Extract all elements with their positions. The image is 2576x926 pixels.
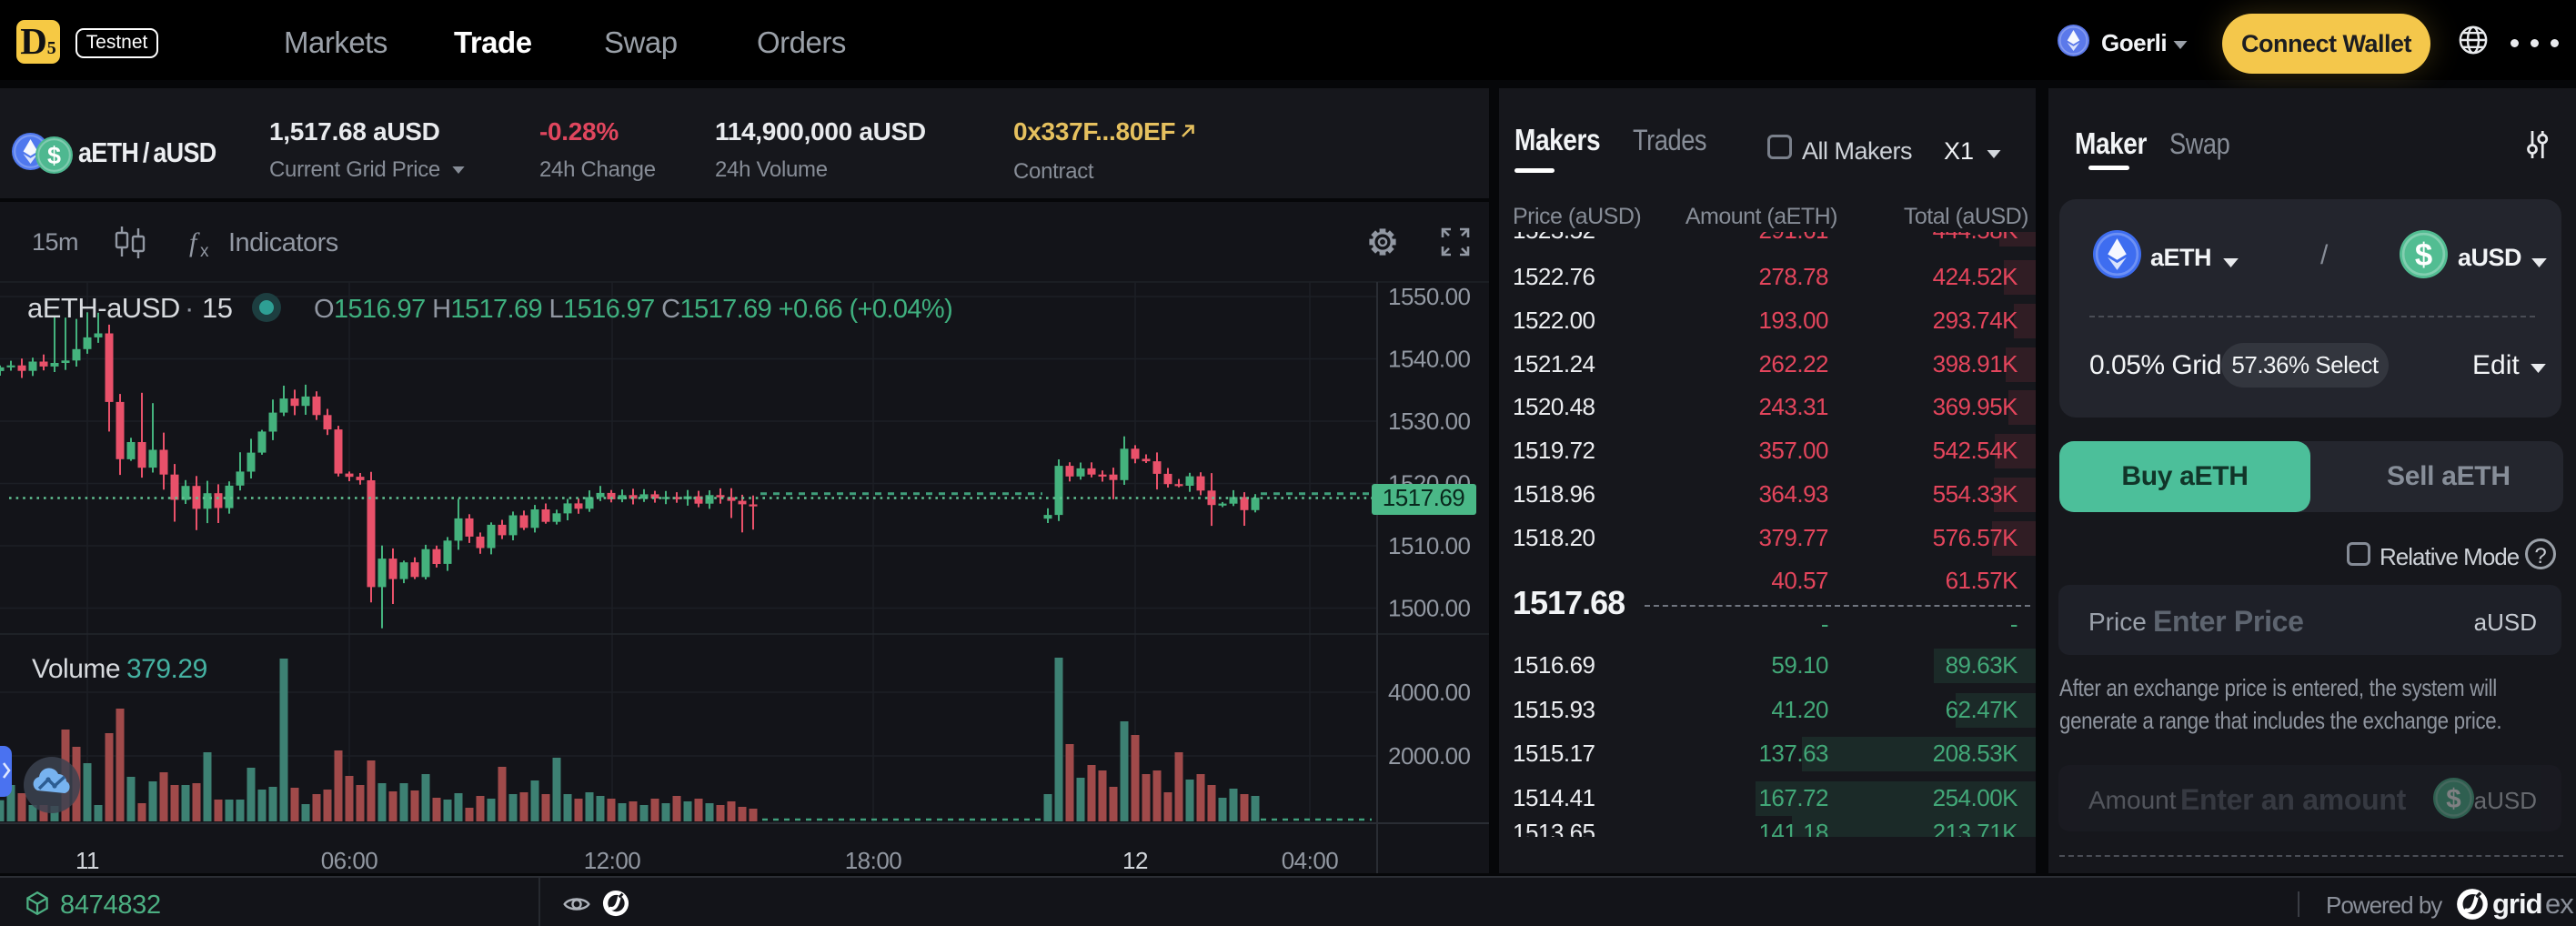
svg-text:Volume: Volume — [32, 654, 120, 684]
svg-text:1510.00: 1510.00 — [1388, 532, 1471, 559]
svg-text:379.29: 379.29 — [126, 654, 207, 684]
svg-text:$: $ — [47, 142, 61, 169]
svg-text:·: · — [185, 292, 194, 324]
svg-text:18:00: 18:00 — [845, 847, 902, 873]
svg-text:1550.00: 1550.00 — [1388, 283, 1471, 310]
svg-text:O1516.97 H1517.69 L1516.97 C15: O1516.97 H1517.69 L1516.97 C1517.69 +0.6… — [314, 295, 952, 324]
svg-text:1517.69: 1517.69 — [1383, 484, 1465, 511]
svg-text:06:00: 06:00 — [321, 847, 378, 873]
svg-text:1500.00: 1500.00 — [1388, 595, 1471, 622]
svg-text:$: $ — [2415, 238, 2432, 273]
svg-text:11: 11 — [75, 847, 99, 873]
svg-text:$: $ — [2446, 784, 2460, 814]
svg-text:04:00: 04:00 — [1282, 847, 1339, 873]
svg-text:1530.00: 1530.00 — [1388, 408, 1471, 435]
svg-text:Indicators: Indicators — [228, 228, 338, 257]
svg-text:12:00: 12:00 — [584, 847, 641, 873]
svg-text:1540.00: 1540.00 — [1388, 346, 1471, 373]
svg-text:aETH-aUSD: aETH-aUSD — [27, 292, 180, 324]
svg-text:15: 15 — [202, 292, 232, 324]
svg-text:4000.00: 4000.00 — [1388, 679, 1471, 706]
svg-text:x: x — [200, 242, 209, 261]
svg-text:12: 12 — [1122, 847, 1148, 873]
svg-text:15m: 15m — [32, 228, 78, 256]
svg-text:2000.00: 2000.00 — [1388, 742, 1471, 770]
